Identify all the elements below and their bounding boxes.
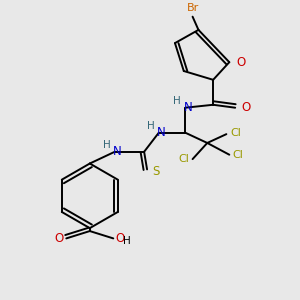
- Text: H: H: [103, 140, 110, 150]
- Text: N: N: [157, 126, 166, 139]
- Text: S: S: [152, 165, 160, 178]
- Text: O: O: [237, 56, 246, 69]
- Text: N: N: [113, 145, 122, 158]
- Text: Cl: Cl: [230, 128, 241, 138]
- Text: O: O: [55, 232, 64, 245]
- Text: H: H: [123, 236, 130, 246]
- Text: Cl: Cl: [233, 150, 244, 160]
- Text: O: O: [116, 232, 125, 245]
- Text: N: N: [184, 101, 193, 114]
- Text: O: O: [242, 101, 251, 114]
- Text: H: H: [173, 96, 181, 106]
- Text: Cl: Cl: [178, 154, 189, 164]
- Text: Br: Br: [187, 3, 199, 13]
- Text: H: H: [147, 121, 154, 131]
